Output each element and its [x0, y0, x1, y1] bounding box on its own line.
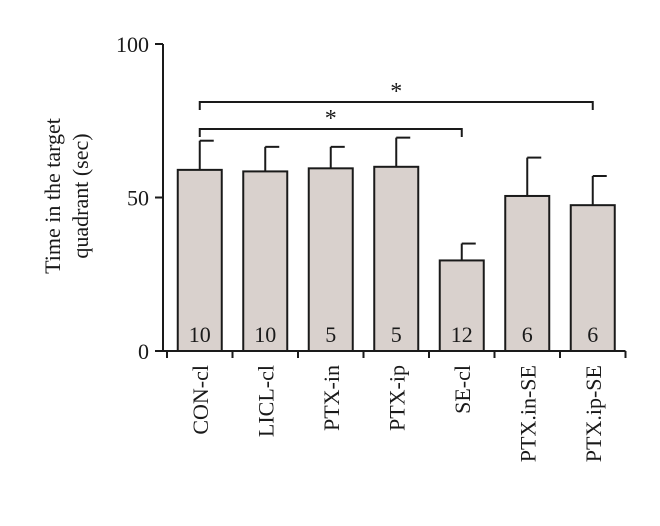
- bar: [569, 204, 616, 352]
- sample-size-label: 10: [189, 322, 211, 347]
- bar: [504, 194, 551, 352]
- sample-size-label: 6: [587, 322, 598, 347]
- significance-brackets: **: [198, 79, 594, 137]
- x-tick-label: SE-cl: [450, 365, 475, 414]
- bar: [438, 259, 485, 352]
- sample-size-label: 10: [254, 322, 276, 347]
- significance-bracket: [198, 128, 463, 137]
- bar: [307, 167, 354, 352]
- y-axis: 0 50 100: [116, 32, 164, 364]
- significance-bracket: [198, 101, 594, 110]
- sample-size-label: 5: [325, 322, 336, 347]
- y-tick-label: 50: [127, 186, 149, 211]
- y-tick-label: 100: [116, 32, 149, 57]
- y-axis-label: Time in the target quadrant (sec): [40, 118, 93, 274]
- significance-star: *: [325, 106, 337, 132]
- x-tick-label: CON-cl: [188, 365, 213, 435]
- bars: 10 10 5 5 12 6 6: [176, 136, 616, 352]
- x-tick-label: PTX-ip: [384, 365, 409, 431]
- y-tick-label: 0: [138, 339, 149, 364]
- y-axis-label-line-2: quadrant (sec): [68, 133, 93, 258]
- x-tick-label: PTX.ip-SE: [581, 365, 606, 462]
- sample-size-label: 5: [391, 322, 402, 347]
- sample-size-label: 12: [451, 322, 473, 347]
- bar: [242, 170, 289, 352]
- y-axis-label-line-1: Time in the target: [40, 118, 65, 274]
- x-tick-label: PTX.in-SE: [515, 365, 540, 462]
- sample-size-label: 6: [522, 322, 533, 347]
- bar: [373, 165, 420, 352]
- bar: [176, 168, 223, 352]
- x-tick-label: LICL-cl: [253, 365, 278, 437]
- significance-star: *: [390, 79, 402, 105]
- x-axis: CON-cl LICL-cl PTX-in PTX-ip SE-cl PTX.in-SE P…: [163, 350, 627, 462]
- x-tick-label: PTX-in: [319, 365, 344, 431]
